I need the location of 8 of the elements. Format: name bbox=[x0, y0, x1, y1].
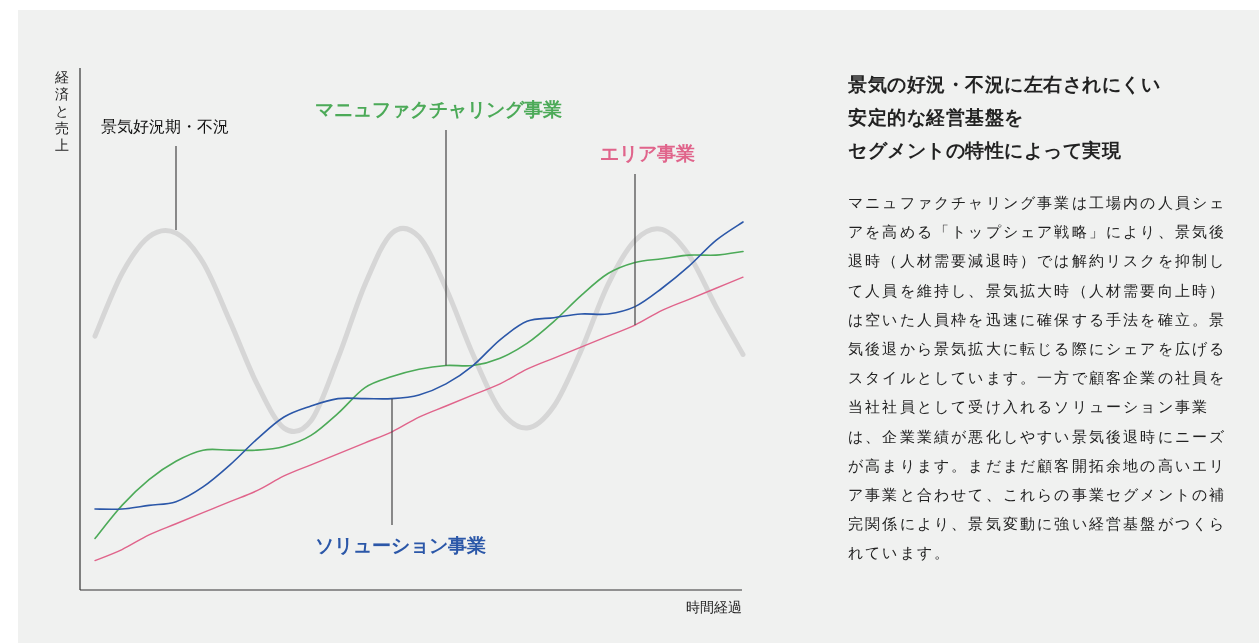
x-axis-title: 時間経過 bbox=[686, 599, 742, 615]
text: 景気の好況・不況に左右されにくい安定的な経営基盤をセグメントの特性によって実現 bbox=[848, 73, 1161, 163]
text: エリア事業 bbox=[599, 142, 695, 164]
text: 景気好況期・不況 bbox=[101, 117, 229, 136]
text: マニュファクチャリング事業 bbox=[314, 98, 562, 120]
text: マニュファクチャリング事業は工場内の人員シェアを高める「トップシェア戦略」により、景気後退時（人材需要減退時）では解約リスクを抑制して人員を維持し、景気拡大時（人材需要向上時）は空いた人員枠を迅速に確保する手法を確立。景気後退から景気拡大に転じる際にシェアを広げるスタイルとしています。一方で顧客企業の社員を当社社員として受け入れるソリューション事業は、企業業績が悪化しやすい景気後退時にニーズが高まります。まだまだ顧客開拓余地の高いエリア事業と合わせて、これらの事業セグメントの補完関係により、景気変動に強い経営基盤がつくられています。 bbox=[848, 194, 1227, 563]
y-axis-title: 経済と売上 bbox=[54, 69, 69, 153]
text: ソリューション事業 bbox=[314, 534, 486, 556]
